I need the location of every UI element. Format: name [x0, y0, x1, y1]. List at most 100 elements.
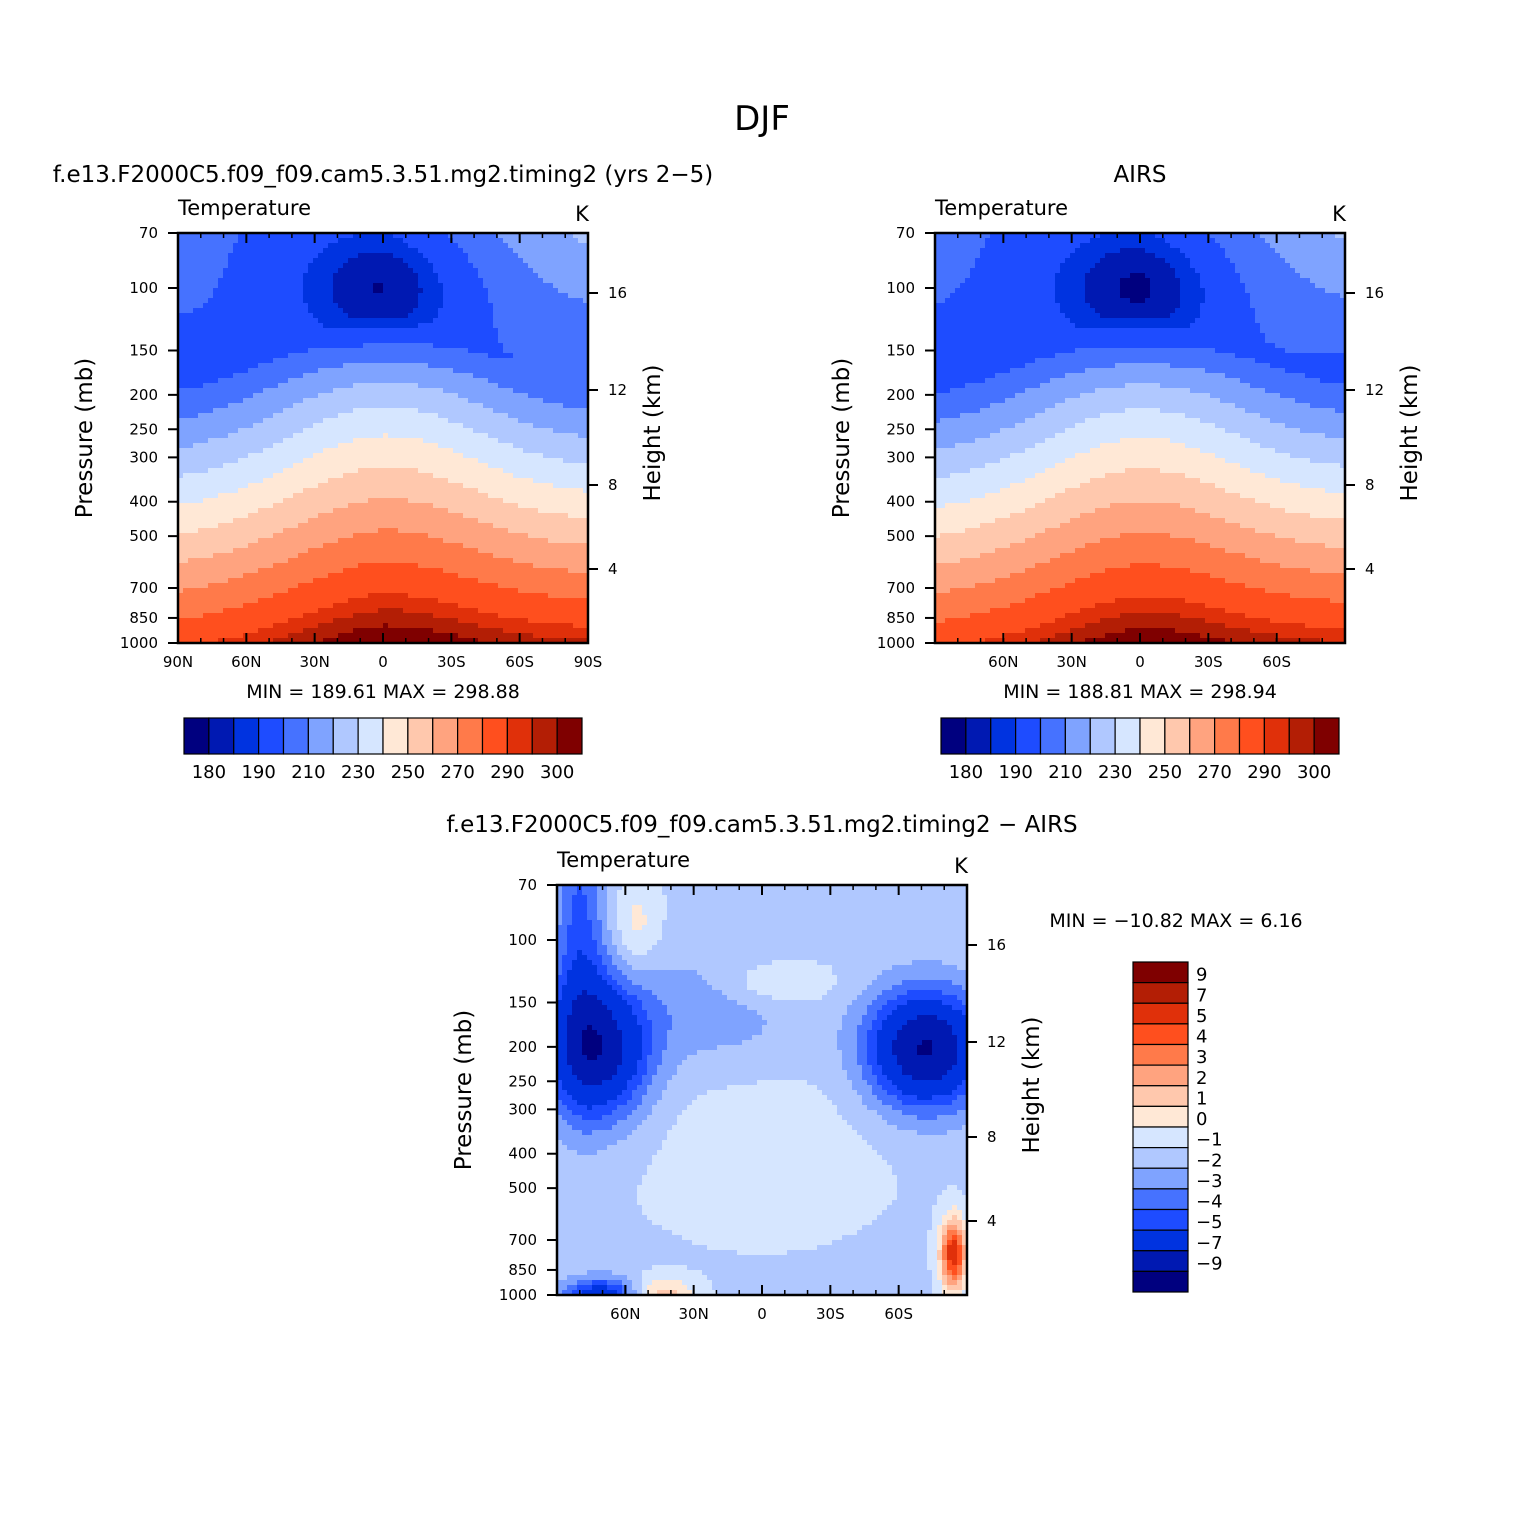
colorbar-swatch — [1132, 1105, 1189, 1128]
y-right-tick-label: 4 — [608, 560, 618, 578]
colorbar-swatch — [307, 717, 334, 755]
y-right-tick-label: 12 — [608, 381, 627, 399]
panel-title: f.e13.F2000C5.f09_f09.cam5.3.51.mg2.timi… — [53, 162, 714, 188]
colorbar-swatch — [1238, 717, 1265, 755]
colorbar-swatch — [1288, 717, 1315, 755]
colorbar-swatch — [1263, 717, 1290, 755]
colorbar-swatch — [990, 717, 1017, 755]
y-tick-label: 850 — [508, 1261, 537, 1279]
colorbar-label: −7 — [1196, 1233, 1223, 1254]
colorbar-label: 5 — [1196, 1006, 1207, 1027]
colorbar-swatch — [258, 717, 285, 755]
colorbar-swatch — [407, 717, 434, 755]
colorbar-swatch — [1214, 717, 1241, 755]
colorbar-label: 7 — [1196, 985, 1207, 1006]
colorbar-swatch — [208, 717, 235, 755]
y-tick-label: 500 — [129, 527, 158, 545]
x-tick-label: 0 — [1135, 653, 1145, 671]
colorbar-label: 290 — [490, 762, 524, 783]
colorbar-swatch — [1132, 1085, 1189, 1107]
y-tick-label: 300 — [129, 448, 158, 466]
panel-2: AIRS Temperature K 60N 30N 0 30S 60S 70 100 150 200… — [829, 162, 1423, 783]
colorbar-label: 4 — [1196, 1027, 1207, 1048]
x-tick-label: 30N — [300, 653, 330, 671]
y-tick-label: 250 — [129, 420, 158, 438]
y-tick-label: 100 — [508, 931, 537, 949]
y-right-axis-label: Height (km) — [640, 364, 666, 501]
colorbar-swatch — [1064, 717, 1091, 755]
colorbar-label: 1 — [1196, 1088, 1207, 1109]
colorbar-swatch — [332, 717, 359, 755]
x-tick-label: 30N — [1057, 653, 1087, 671]
y-tick-label: 70 — [518, 876, 537, 894]
colorbar-label: 180 — [192, 762, 226, 783]
colorbar-label: 270 — [440, 762, 474, 783]
colorbar-swatch — [1132, 982, 1189, 1004]
y-right-tick-label: 4 — [1365, 560, 1375, 578]
colorbar-label: 210 — [291, 762, 325, 783]
y-tick-label: 300 — [886, 448, 915, 466]
contour-field — [178, 233, 588, 643]
colorbar-label: 270 — [1197, 762, 1231, 783]
y-right-tick-label: 16 — [608, 284, 627, 302]
colorbar-swatch — [1089, 717, 1116, 755]
y-tick-label: 850 — [129, 609, 158, 627]
y-axis-label: Pressure (mb) — [829, 358, 855, 518]
colorbar-swatch — [1132, 1126, 1189, 1149]
x-tick-label: 90N — [163, 653, 193, 671]
colorbar-label: 250 — [391, 762, 425, 783]
x-tick-label: 60N — [610, 1305, 640, 1323]
y-right-axis-label: Height (km) — [1397, 364, 1423, 501]
y-tick-label: 150 — [886, 342, 915, 360]
colorbar-swatch — [940, 717, 967, 755]
y-right-tick-label: 8 — [608, 476, 618, 494]
y-tick-label: 1000 — [120, 634, 158, 652]
colorbar-swatch — [1132, 1147, 1189, 1169]
colorbar-label: 0 — [1196, 1109, 1207, 1130]
colorbar-swatch — [183, 717, 210, 755]
y-axis-label: Pressure (mb) — [72, 358, 98, 518]
y-right-tick-label: 16 — [987, 936, 1006, 954]
colorbar-swatch — [1132, 1270, 1189, 1293]
colorbar-swatch — [1189, 717, 1216, 755]
colorbar-label: −2 — [1196, 1150, 1223, 1171]
colorbar-swatch — [1132, 1064, 1189, 1087]
units-label: K — [954, 854, 969, 878]
y-tick-label: 1000 — [499, 1286, 537, 1304]
y-tick-label: 100 — [129, 279, 158, 297]
y-right-tick-label: 8 — [987, 1128, 997, 1146]
y-tick-label: 700 — [129, 579, 158, 597]
panel-title: f.e13.F2000C5.f09_f09.cam5.3.51.mg2.timi… — [446, 812, 1077, 838]
colorbar-swatch — [965, 717, 992, 755]
y-tick-label: 250 — [886, 420, 915, 438]
colorbar-swatch — [506, 717, 533, 755]
panel-1: f.e13.F2000C5.f09_f09.cam5.3.51.mg2.timi… — [53, 162, 714, 783]
y-tick-label: 700 — [508, 1231, 537, 1249]
colorbar-swatch — [531, 717, 558, 755]
colorbar-label: 250 — [1148, 762, 1182, 783]
colorbar-label: −4 — [1196, 1192, 1223, 1213]
colorbar-swatch — [233, 717, 260, 755]
x-tick-label: 60S — [1262, 653, 1291, 671]
y-tick-label: 250 — [508, 1072, 537, 1090]
colorbar-swatch — [457, 717, 484, 755]
colorbar-swatch — [1039, 717, 1066, 755]
contour-field — [557, 885, 967, 1295]
colorbar-label: 230 — [341, 762, 375, 783]
y-tick-label: 100 — [886, 279, 915, 297]
colorbar-swatch — [382, 717, 409, 755]
colorbar-swatch — [1132, 1188, 1189, 1211]
y-tick-label: 500 — [886, 527, 915, 545]
x-tick-label: 0 — [378, 653, 388, 671]
colorbar-label: −1 — [1196, 1130, 1223, 1151]
colorbar-swatch — [1132, 1167, 1189, 1190]
colorbar-label: −3 — [1196, 1171, 1223, 1192]
colorbar-label: 300 — [540, 762, 574, 783]
x-tick-label: 30S — [816, 1305, 845, 1323]
colorbar-swatch — [1313, 717, 1340, 755]
colorbar-label: 190 — [998, 762, 1032, 783]
y-tick-label: 200 — [886, 386, 915, 404]
colorbar-swatch — [1132, 1250, 1189, 1272]
y-axis-label: Pressure (mb) — [451, 1010, 477, 1170]
units-label: K — [575, 202, 590, 226]
